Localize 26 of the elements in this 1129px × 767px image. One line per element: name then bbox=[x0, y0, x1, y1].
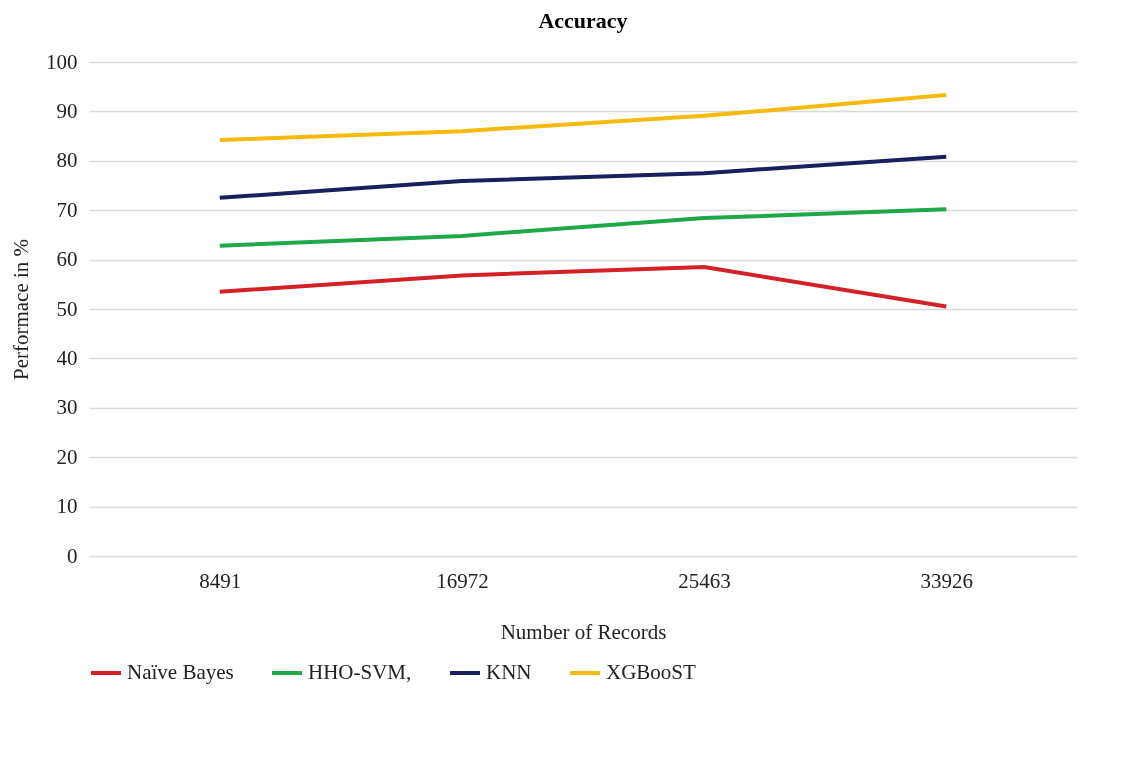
line-series bbox=[217, 207, 949, 248]
y-tick-label: 100 bbox=[46, 49, 78, 74]
y-tick-label: 10 bbox=[56, 494, 78, 519]
y-tick-label: 50 bbox=[56, 296, 78, 321]
legend-label: Naïve Bayes bbox=[127, 660, 234, 684]
line-series bbox=[217, 93, 949, 143]
x-tick-label: 25463 bbox=[678, 568, 731, 593]
y-tick-label: 70 bbox=[56, 197, 78, 222]
y-tick-label: 0 bbox=[67, 543, 78, 568]
legend-label: HHO-SVM, bbox=[308, 660, 412, 684]
chart-title: Accuracy bbox=[538, 8, 628, 33]
line-series bbox=[217, 265, 949, 309]
y-tick-label: 80 bbox=[56, 148, 78, 173]
legend-label: KNN bbox=[486, 660, 532, 684]
y-tick-label: 90 bbox=[56, 98, 78, 123]
line-series bbox=[217, 154, 949, 200]
legend-label: XGBooST bbox=[606, 660, 697, 684]
y-tick-label: 20 bbox=[56, 444, 78, 469]
x-tick-label: 33926 bbox=[920, 568, 973, 593]
y-tick-label: 40 bbox=[56, 345, 78, 370]
y-tick-label: 60 bbox=[56, 247, 78, 272]
x-tick-label: 16972 bbox=[436, 568, 489, 593]
y-axis-title: Performace in % bbox=[9, 238, 33, 381]
x-tick-label: 8491 bbox=[199, 568, 242, 593]
x-axis-title: Number of Records bbox=[500, 619, 667, 644]
y-tick-label: 30 bbox=[56, 395, 78, 420]
